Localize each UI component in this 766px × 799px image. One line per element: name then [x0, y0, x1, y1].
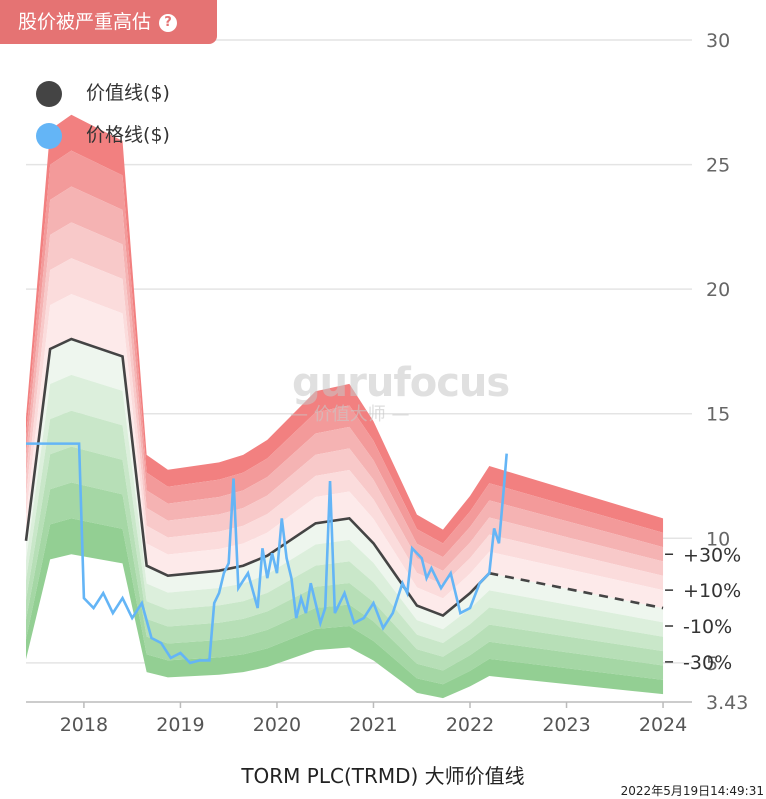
y-tick-label-15: 15 [706, 404, 730, 426]
band-label-0: +30% [683, 544, 741, 566]
y-tick-label-30: 30 [706, 30, 730, 52]
band-lower-2 [26, 410, 664, 657]
band-lower-4 [26, 482, 664, 685]
legend-label-value-line: 价值线($) [86, 82, 170, 104]
band-upper-4 [26, 258, 664, 599]
y-tick-label-5: 5 [706, 653, 718, 675]
x-tick-label-2022: 2022 [446, 714, 494, 736]
band-upper-1 [26, 150, 664, 558]
tick-labels: 30 25 20 15 10 5 3.43 2018 2019 2020 2021 2022 2023 2… [60, 30, 749, 736]
value-line [24, 337, 491, 618]
legend-item-price-line[interactable]: 价格线($) [36, 120, 170, 149]
band-labels: +30% +10% -10% -30% [665, 544, 741, 674]
y-tick-label-25: 25 [706, 155, 730, 177]
y-tick-label-20: 20 [706, 279, 730, 301]
legend-label-price-line: 价格线($) [86, 124, 170, 146]
band-upper-5 [26, 294, 664, 616]
band-upper-0 [26, 114, 664, 544]
legend-item-value-line[interactable]: 价值线($) [36, 78, 170, 107]
value-bands [26, 114, 664, 699]
watermark-tagline: — 价值大师 — [290, 404, 410, 425]
band-label-1: +10% [683, 580, 741, 602]
band-label-2: -10% [683, 616, 732, 638]
valuation-badge-label: 股价被严重高估 [18, 11, 152, 33]
band-lower-0 [26, 338, 664, 630]
band-lower-3 [26, 446, 664, 671]
x-tick-label-2020: 2020 [253, 714, 301, 736]
y-tick-label-10: 10 [706, 528, 730, 550]
x-tick-label-2019: 2019 [156, 714, 204, 736]
legend-dot-price-line [36, 122, 62, 149]
timestamp: 2022年5月19日14:49:31 [620, 784, 764, 798]
band-lower-5 [26, 518, 664, 699]
band-upper-3 [26, 222, 664, 585]
x-tick-label-2018: 2018 [60, 714, 108, 736]
band-lower-1 [26, 374, 664, 644]
band-label-3: -30% [683, 652, 732, 674]
valuation-badge[interactable]: 股价被严重高估 ? [0, 0, 217, 44]
y-tick-label-min: 3.43 [706, 692, 748, 714]
x-tick-label-2023: 2023 [542, 714, 590, 736]
series-lines [24, 337, 664, 665]
watermark-brand: gurufocus [292, 360, 510, 406]
price-line [26, 442, 508, 665]
band-upper-2 [26, 186, 664, 571]
chart-title: TORM PLC(TRMD) 大师价值线 [241, 764, 525, 788]
legend-dot-value-line [36, 80, 62, 107]
x-tick-label-2021: 2021 [349, 714, 397, 736]
x-tick-label-2024: 2024 [639, 714, 687, 736]
value-line-projection [489, 571, 664, 610]
question-circle-icon[interactable]: ? [159, 14, 178, 32]
